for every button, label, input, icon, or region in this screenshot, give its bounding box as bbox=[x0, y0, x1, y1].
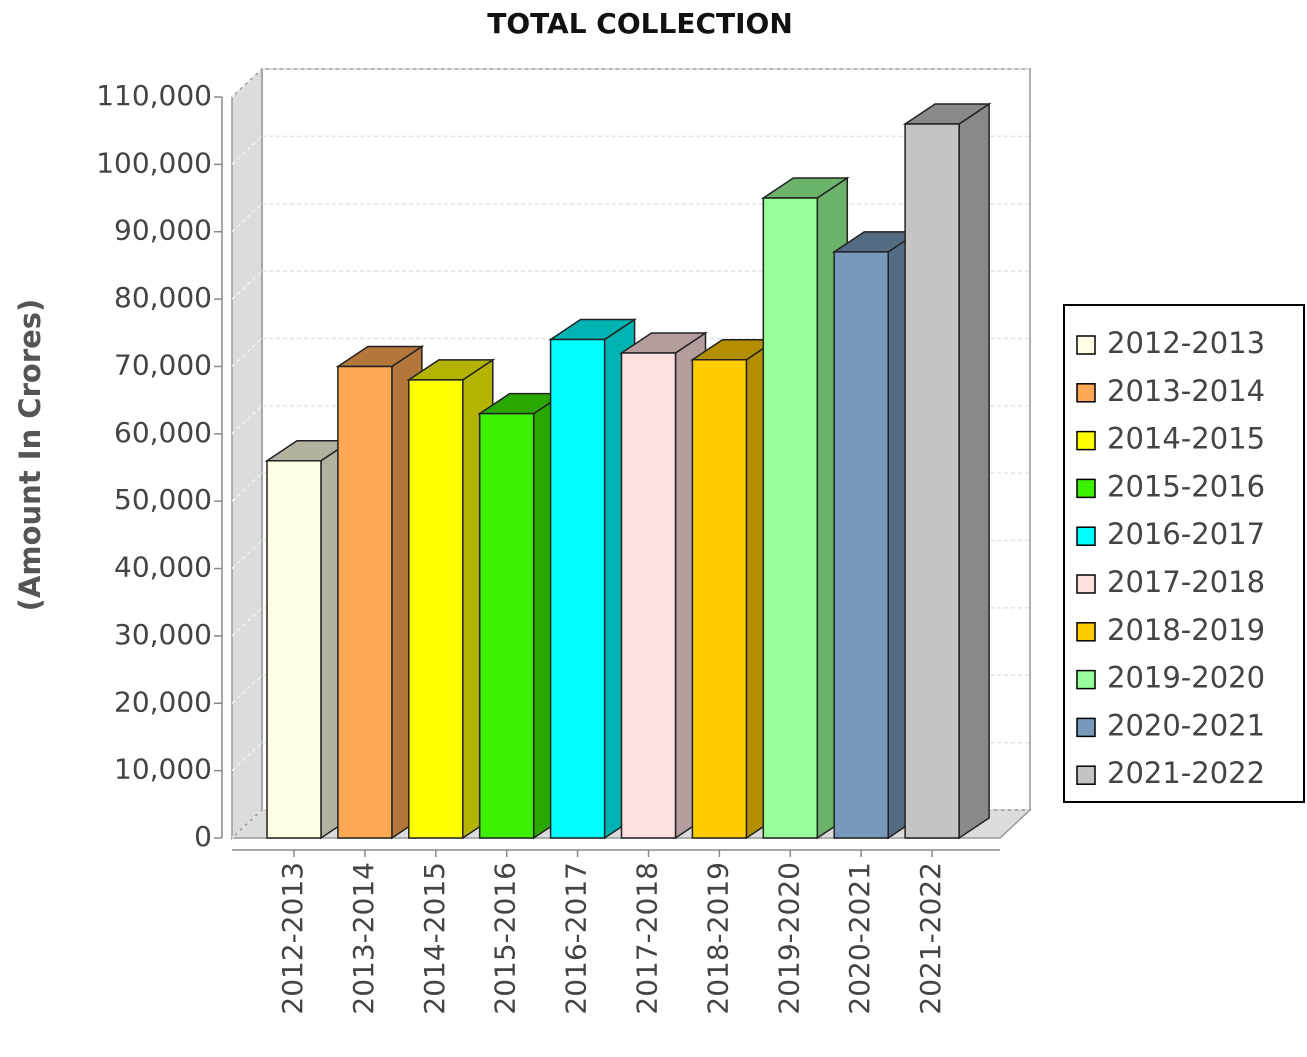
left-wall bbox=[231, 67, 263, 840]
legend-swatch bbox=[1076, 430, 1096, 451]
y-axis-label: (Amount In Crores) bbox=[13, 299, 47, 612]
bar-face bbox=[337, 365, 393, 839]
y-tick-label: 110,000 bbox=[96, 79, 212, 112]
y-tick-label: 70,000 bbox=[114, 348, 212, 381]
legend-label: 2012-2013 bbox=[1107, 326, 1265, 360]
legend-label: 2015-2016 bbox=[1107, 469, 1265, 503]
legend-box bbox=[1063, 304, 1305, 803]
x-tick-label: 2018-2019 bbox=[701, 862, 734, 1015]
bar-face bbox=[408, 379, 464, 839]
legend-swatch bbox=[1076, 383, 1096, 403]
legend-swatch bbox=[1076, 478, 1096, 499]
x-tick-label: 2015-2016 bbox=[489, 862, 522, 1015]
bar-face bbox=[904, 123, 960, 839]
bar-face bbox=[833, 251, 889, 839]
x-tick-label: 2013-2014 bbox=[347, 862, 380, 1015]
y-tick-label: 80,000 bbox=[114, 281, 212, 314]
y-tick-label: 30,000 bbox=[114, 618, 212, 651]
bar-face bbox=[266, 460, 322, 839]
legend-label: 2013-2014 bbox=[1107, 374, 1265, 408]
bar bbox=[548, 318, 638, 840]
legend-label: 2017-2018 bbox=[1107, 565, 1265, 599]
legend-label: 2021-2022 bbox=[1107, 756, 1265, 790]
bar-face bbox=[958, 102, 990, 840]
x-tick-label: 2016-2017 bbox=[560, 862, 593, 1015]
bar-face bbox=[478, 412, 535, 839]
legend-swatch bbox=[1076, 669, 1096, 690]
x-tick-label: 2014-2015 bbox=[418, 862, 451, 1015]
bar-face bbox=[620, 352, 677, 839]
x-tick-label: 2019-2020 bbox=[772, 862, 805, 1015]
bar-face bbox=[762, 197, 819, 839]
legend-label: 2020-2021 bbox=[1107, 708, 1265, 742]
y-tick-label: 10,000 bbox=[114, 753, 212, 786]
legend-swatch bbox=[1076, 526, 1096, 546]
x-tick-label: 2012-2013 bbox=[276, 862, 309, 1015]
y-tick-label: 50,000 bbox=[114, 483, 212, 516]
bar bbox=[902, 102, 992, 840]
x-tick-label: 2017-2018 bbox=[631, 862, 664, 1015]
legend-swatch bbox=[1076, 335, 1096, 355]
bar-face bbox=[549, 338, 606, 839]
y-tick-label: 60,000 bbox=[114, 416, 212, 449]
legend-swatch bbox=[1076, 622, 1096, 642]
x-tick-label: 2021-2022 bbox=[914, 862, 947, 1015]
legend-swatch bbox=[1076, 765, 1096, 785]
legend-label: 2018-2019 bbox=[1107, 613, 1265, 647]
y-tick-label: 100,000 bbox=[96, 146, 212, 179]
bar-face bbox=[691, 358, 748, 839]
y-tick-label: 90,000 bbox=[114, 214, 212, 247]
chart-title: TOTAL COLLECTION bbox=[487, 7, 793, 40]
legend-label: 2016-2017 bbox=[1107, 517, 1265, 551]
legend-label: 2019-2020 bbox=[1107, 661, 1265, 695]
legend-label: 2014-2015 bbox=[1107, 422, 1265, 456]
y-tick-label: 40,000 bbox=[114, 551, 212, 584]
x-tick-label: 2020-2021 bbox=[843, 862, 876, 1015]
legend-swatch bbox=[1076, 717, 1096, 738]
y-tick-label: 0 bbox=[194, 820, 212, 853]
y-tick-label: 20,000 bbox=[114, 685, 212, 718]
legend-swatch bbox=[1076, 574, 1096, 594]
